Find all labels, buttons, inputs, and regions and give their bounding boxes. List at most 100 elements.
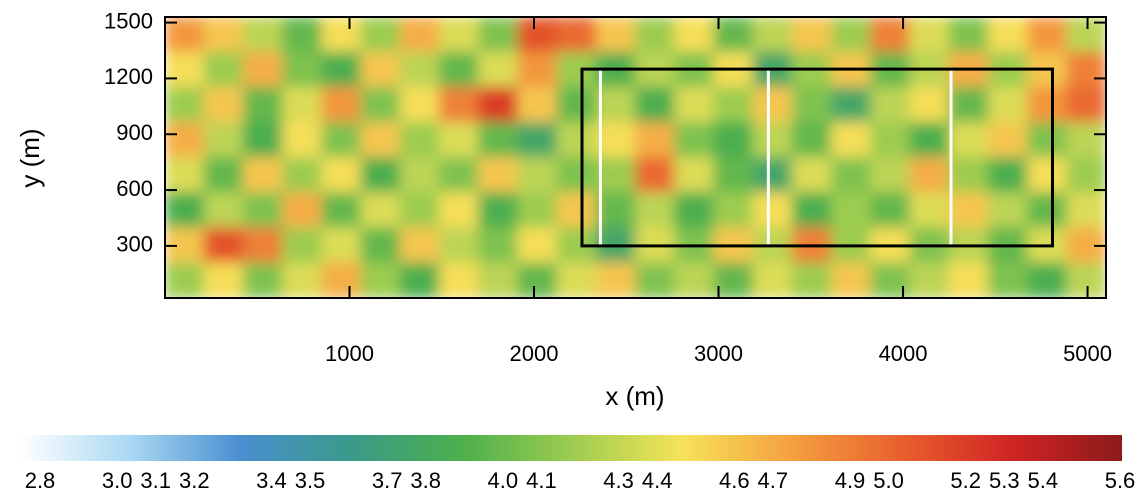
heatmap-cell: [791, 192, 833, 229]
heatmap-cell: [791, 121, 833, 158]
heatmap-cell: [360, 157, 401, 194]
heatmap-cell: [203, 51, 244, 88]
heatmap-cell: [321, 262, 362, 298]
y-tick-label: 600: [116, 176, 153, 201]
heatmap-cell: [831, 121, 872, 158]
heatmap-cell: [438, 86, 480, 123]
heatmap-cell: [635, 157, 676, 194]
colorbar-tick-label: 5.3: [989, 468, 1020, 493]
heatmap-cell: [242, 227, 284, 264]
heatmap-cell: [321, 157, 362, 194]
heatmap-cell: [282, 157, 323, 194]
heatmap-cell: [360, 51, 401, 88]
heatmap-cell: [1066, 51, 1106, 88]
colorbar-tick-label: 3.4: [256, 468, 287, 493]
heatmap-cell: [165, 157, 205, 194]
heatmap-cell: [752, 262, 793, 298]
heatmap-cell: [165, 51, 205, 88]
heatmap-cell: [203, 227, 244, 264]
heatmap-cell: [909, 192, 950, 229]
heatmap-cell: [399, 262, 440, 298]
heatmap-cell: [752, 192, 793, 229]
heatmap-cell: [1066, 192, 1106, 229]
heatmap-cell: [987, 192, 1029, 229]
heatmap-cell: [635, 121, 676, 158]
heatmap-cell: [831, 157, 872, 194]
heatmap-cell: [438, 192, 480, 229]
heatmap-cell: [909, 17, 950, 53]
heatmap-cell: [517, 262, 558, 298]
heatmap-cell: [399, 192, 440, 229]
heatmap-cell: [556, 157, 597, 194]
heatmap-cell: [948, 157, 989, 194]
heatmap-cell: [438, 17, 480, 53]
heatmap-cell: [674, 192, 715, 229]
heatmap-cell: [1027, 86, 1068, 123]
heatmap-cell: [595, 17, 636, 53]
heatmap-cell: [831, 192, 872, 229]
heatmap-cell: [595, 121, 636, 158]
heatmap-cell: [438, 227, 480, 264]
x-axis-label: x (m): [605, 381, 664, 411]
heatmap-cell: [909, 86, 950, 123]
heatmap-cell: [595, 192, 636, 229]
heatmap-cell: [674, 157, 715, 194]
y-tick-label: 1500: [104, 8, 153, 33]
heatmap-cell: [635, 86, 676, 123]
heatmap-cell: [831, 17, 872, 53]
heatmap-cell: [242, 86, 284, 123]
heatmap-cell: [478, 262, 519, 298]
heatmap-cell: [987, 262, 1029, 298]
heatmap-cell: [360, 262, 401, 298]
heatmap-cell: [674, 86, 715, 123]
heatmap-cell: [870, 262, 911, 298]
heatmap-cell: [556, 86, 597, 123]
colorbar-tick-label: 4.0: [488, 468, 519, 493]
heatmap-cell: [203, 86, 244, 123]
heatmap-cell: [1027, 121, 1068, 158]
heatmap-cell: [438, 121, 480, 158]
heatmap-cell: [321, 51, 362, 88]
heatmap-cell: [165, 121, 205, 158]
heatmap-cell: [360, 227, 401, 264]
heatmap-cell: [752, 121, 793, 158]
colorbar-tick-label: 3.1: [140, 468, 171, 493]
heatmap-cell: [1066, 86, 1106, 123]
heatmap-cell: [321, 192, 362, 229]
heatmap-cell: [282, 192, 323, 229]
x-tick-label: 1000: [325, 341, 374, 366]
heatmap-cell: [870, 192, 911, 229]
heatmap-cell: [399, 157, 440, 194]
colorbar-tick-label: 2.8: [25, 468, 56, 493]
heatmap-cell: [321, 17, 362, 53]
heatmap-cell: [282, 262, 323, 298]
heatmap-cell: [870, 17, 911, 53]
heatmap-cell: [635, 192, 676, 229]
heatmap-cell: [713, 86, 754, 123]
heatmap-cell: [478, 227, 519, 264]
heatmap-cell: [438, 262, 480, 298]
heatmap-cell: [791, 86, 833, 123]
colorbar-tick-label: 3.5: [295, 468, 326, 493]
heatmap-cell: [909, 262, 950, 298]
x-tick-label: 3000: [694, 341, 743, 366]
heatmap-cell: [791, 157, 833, 194]
heatmap-cell: [752, 17, 793, 53]
colorbar-tick-label: 4.1: [526, 468, 557, 493]
heatmap-cell: [870, 121, 911, 158]
colorbar-tick-label: 5.0: [873, 468, 904, 493]
heatmap-cell: [556, 262, 597, 298]
colorbar-tick-label: 3.8: [410, 468, 441, 493]
heatmap-cell: [674, 262, 715, 298]
heatmap-cell: [478, 192, 519, 229]
heatmap-cell: [556, 17, 597, 53]
colorbar-tick-label: 3.0: [102, 468, 133, 493]
heatmap-cell: [478, 51, 519, 88]
heatmap-cell: [1066, 157, 1106, 194]
heatmap-cell: [399, 51, 440, 88]
heatmap-cell: [713, 157, 754, 194]
region-box: [580, 67, 1054, 248]
heatmap-cell: [438, 51, 480, 88]
heatmap-cell: [242, 192, 284, 229]
